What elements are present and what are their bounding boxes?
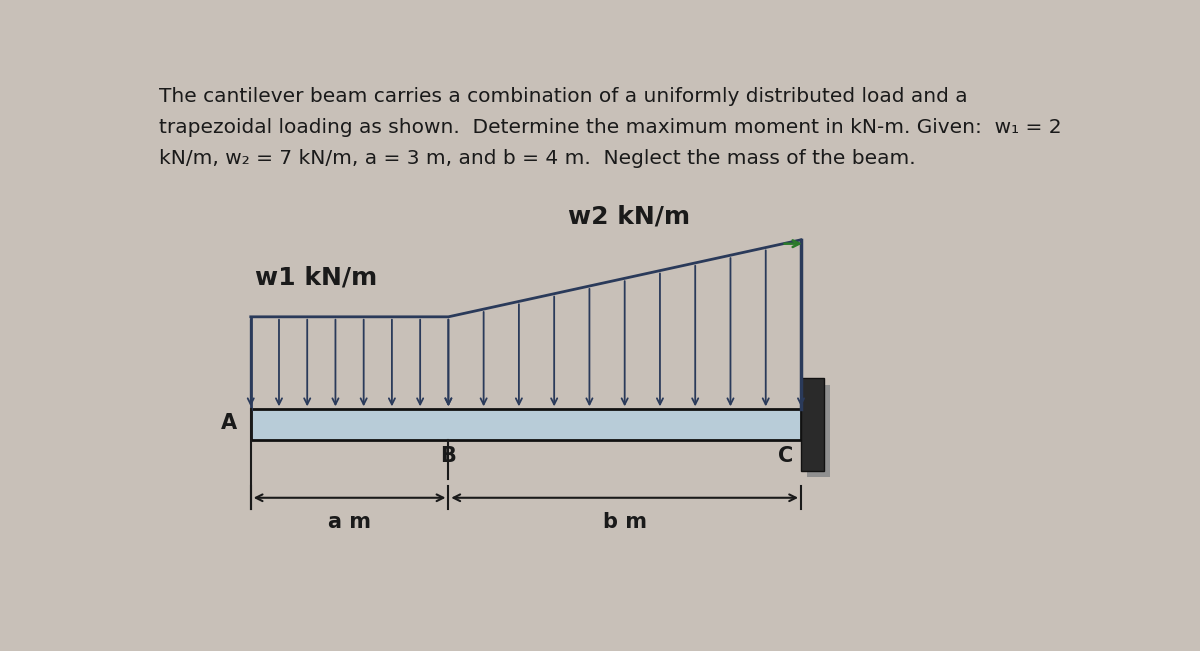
Text: a m: a m	[328, 512, 371, 532]
Text: w1 kN/m: w1 kN/m	[254, 266, 377, 290]
Bar	[251, 409, 802, 440]
Text: The cantilever beam carries a combination of a uniformly distributed load and a: The cantilever beam carries a combinatio…	[160, 87, 968, 106]
Text: trapezoidal loading as shown.  Determine the maximum moment in kN-m. Given:  w₁ : trapezoidal loading as shown. Determine …	[160, 118, 1062, 137]
Bar	[802, 378, 824, 471]
Text: C: C	[778, 446, 793, 466]
Text: A: A	[221, 413, 236, 433]
Text: B: B	[440, 446, 456, 466]
Text: b m: b m	[602, 512, 647, 532]
Text: kN/m, w₂ = 7 kN/m, a = 3 m, and b = 4 m.  Neglect the mass of the beam.: kN/m, w₂ = 7 kN/m, a = 3 m, and b = 4 m.…	[160, 149, 916, 168]
Bar	[808, 385, 830, 477]
Text: w2 kN/m: w2 kN/m	[569, 204, 691, 229]
